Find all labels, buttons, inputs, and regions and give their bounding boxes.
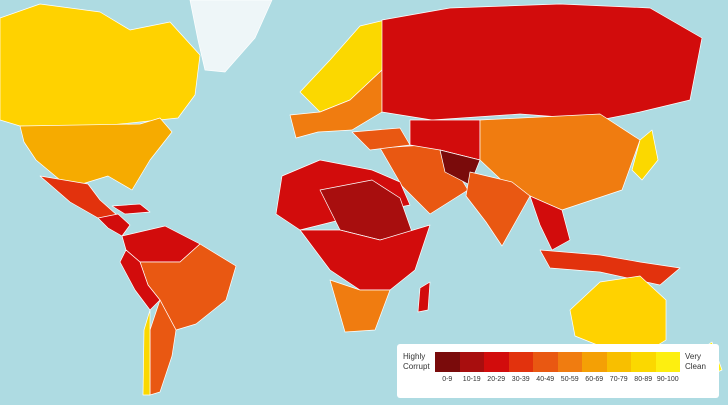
legend-bin-label: 10-19 [462,376,481,383]
legend-swatch: 0-9 [435,352,460,383]
legend-swatch: 30-39 [508,352,533,383]
legend-left-label: Highly Corrupt [403,352,430,371]
africa-south [329,279,391,333]
indonesia [539,249,681,286]
legend-swatch: 40-49 [533,352,558,383]
legend-swatch: 50-59 [557,352,582,383]
legend-right-label: Very Clean [685,352,706,371]
legend-bin-label: 20-29 [487,376,506,383]
japan [631,129,659,181]
legend-swatch: 90-100 [655,352,680,383]
africa-central [299,224,431,291]
legend-swatch: 10-19 [459,352,484,383]
legend-bin-label: 90-100 [656,376,679,383]
legend-swatch: 20-29 [484,352,509,383]
legend-bin-label: 40-49 [536,376,555,383]
legend-bin-label: 30-39 [511,376,530,383]
legend-swatch: 70-79 [606,352,631,383]
central-america [97,213,131,237]
india [465,171,531,247]
legend-bin-label: 0-9 [442,376,453,383]
madagascar [417,281,431,313]
usa [19,117,173,191]
peru-bolivia [119,249,161,311]
china [479,113,641,211]
russia [381,3,703,121]
greenland [189,0,273,73]
mexico [39,175,119,219]
legend-bin-label: 60-69 [585,376,604,383]
legend-bin-label: 50-59 [560,376,579,383]
legend: Highly Corrupt 0-9 10-19 20-29 30-39 40-49 50… [397,344,719,398]
canada [0,3,201,127]
caribbean [111,203,151,215]
legend-swatch: 60-69 [582,352,607,383]
chile [142,309,151,396]
legend-bin-label: 70-79 [609,376,628,383]
legend-bin-label: 80-89 [634,376,653,383]
legend-swatch: 80-89 [631,352,656,383]
se-asia [529,195,571,251]
australia [569,275,667,357]
legend-bar: 0-9 10-19 20-29 30-39 40-49 50-59 60-69 70-79 80… [435,352,680,383]
